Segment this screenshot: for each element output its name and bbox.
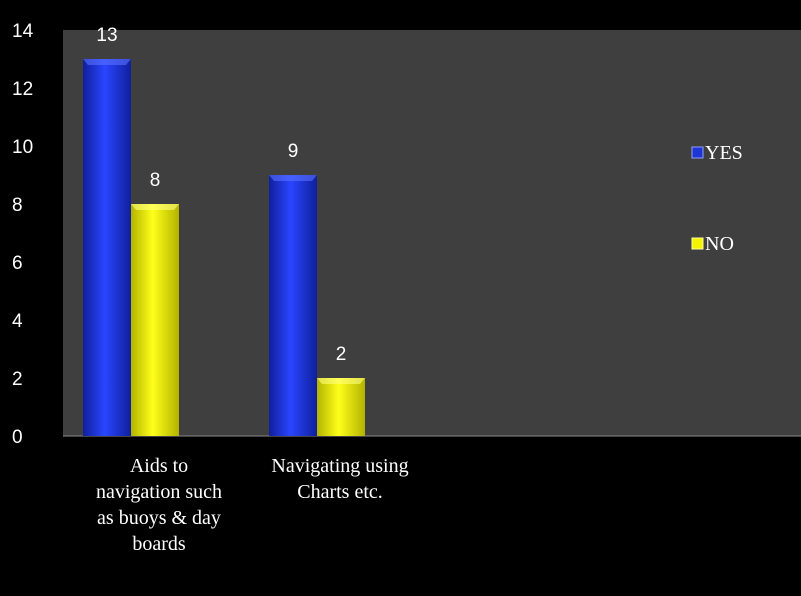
data-label: 9 [288,141,299,162]
legend-swatch-yes [691,146,704,159]
category-label: Navigating using Charts etc. [271,455,408,503]
y-tick-label: 0 [12,427,23,448]
category-label-line: Navigating using [271,455,408,477]
bar-no-1 [317,378,365,436]
y-tick-label: 4 [12,311,23,332]
y-tick-label: 8 [12,195,23,216]
category-label-line: Charts etc. [297,481,383,503]
bar-yes-0 [83,59,131,436]
plot-area [63,30,801,436]
legend-label-yes: YES [705,142,743,164]
bar-bevel [269,175,317,181]
category-label-line: navigation such [96,481,222,503]
y-tick-label: 12 [12,79,33,100]
legend-swatch-no [691,237,704,250]
data-label: 8 [150,170,161,191]
y-tick-label: 2 [12,369,23,390]
category-label: Aids to navigation such as buoys & day boar… [96,455,222,555]
y-tick-label: 14 [12,21,34,42]
legend-label-no: NO [705,233,734,255]
bar-no-0 [131,204,179,436]
category-label-line: Aids to [130,455,188,477]
category-label-line: as buoys & day [97,507,221,529]
bar-yes-1 [269,175,317,436]
y-tick-label: 6 [12,253,23,274]
data-label: 2 [336,344,347,365]
bar-bevel [317,378,365,384]
data-label: 13 [96,25,117,46]
y-tick-label: 10 [12,137,33,158]
category-label-line: boards [132,533,186,555]
bar-bevel [83,59,131,65]
bar-bevel [131,204,179,210]
